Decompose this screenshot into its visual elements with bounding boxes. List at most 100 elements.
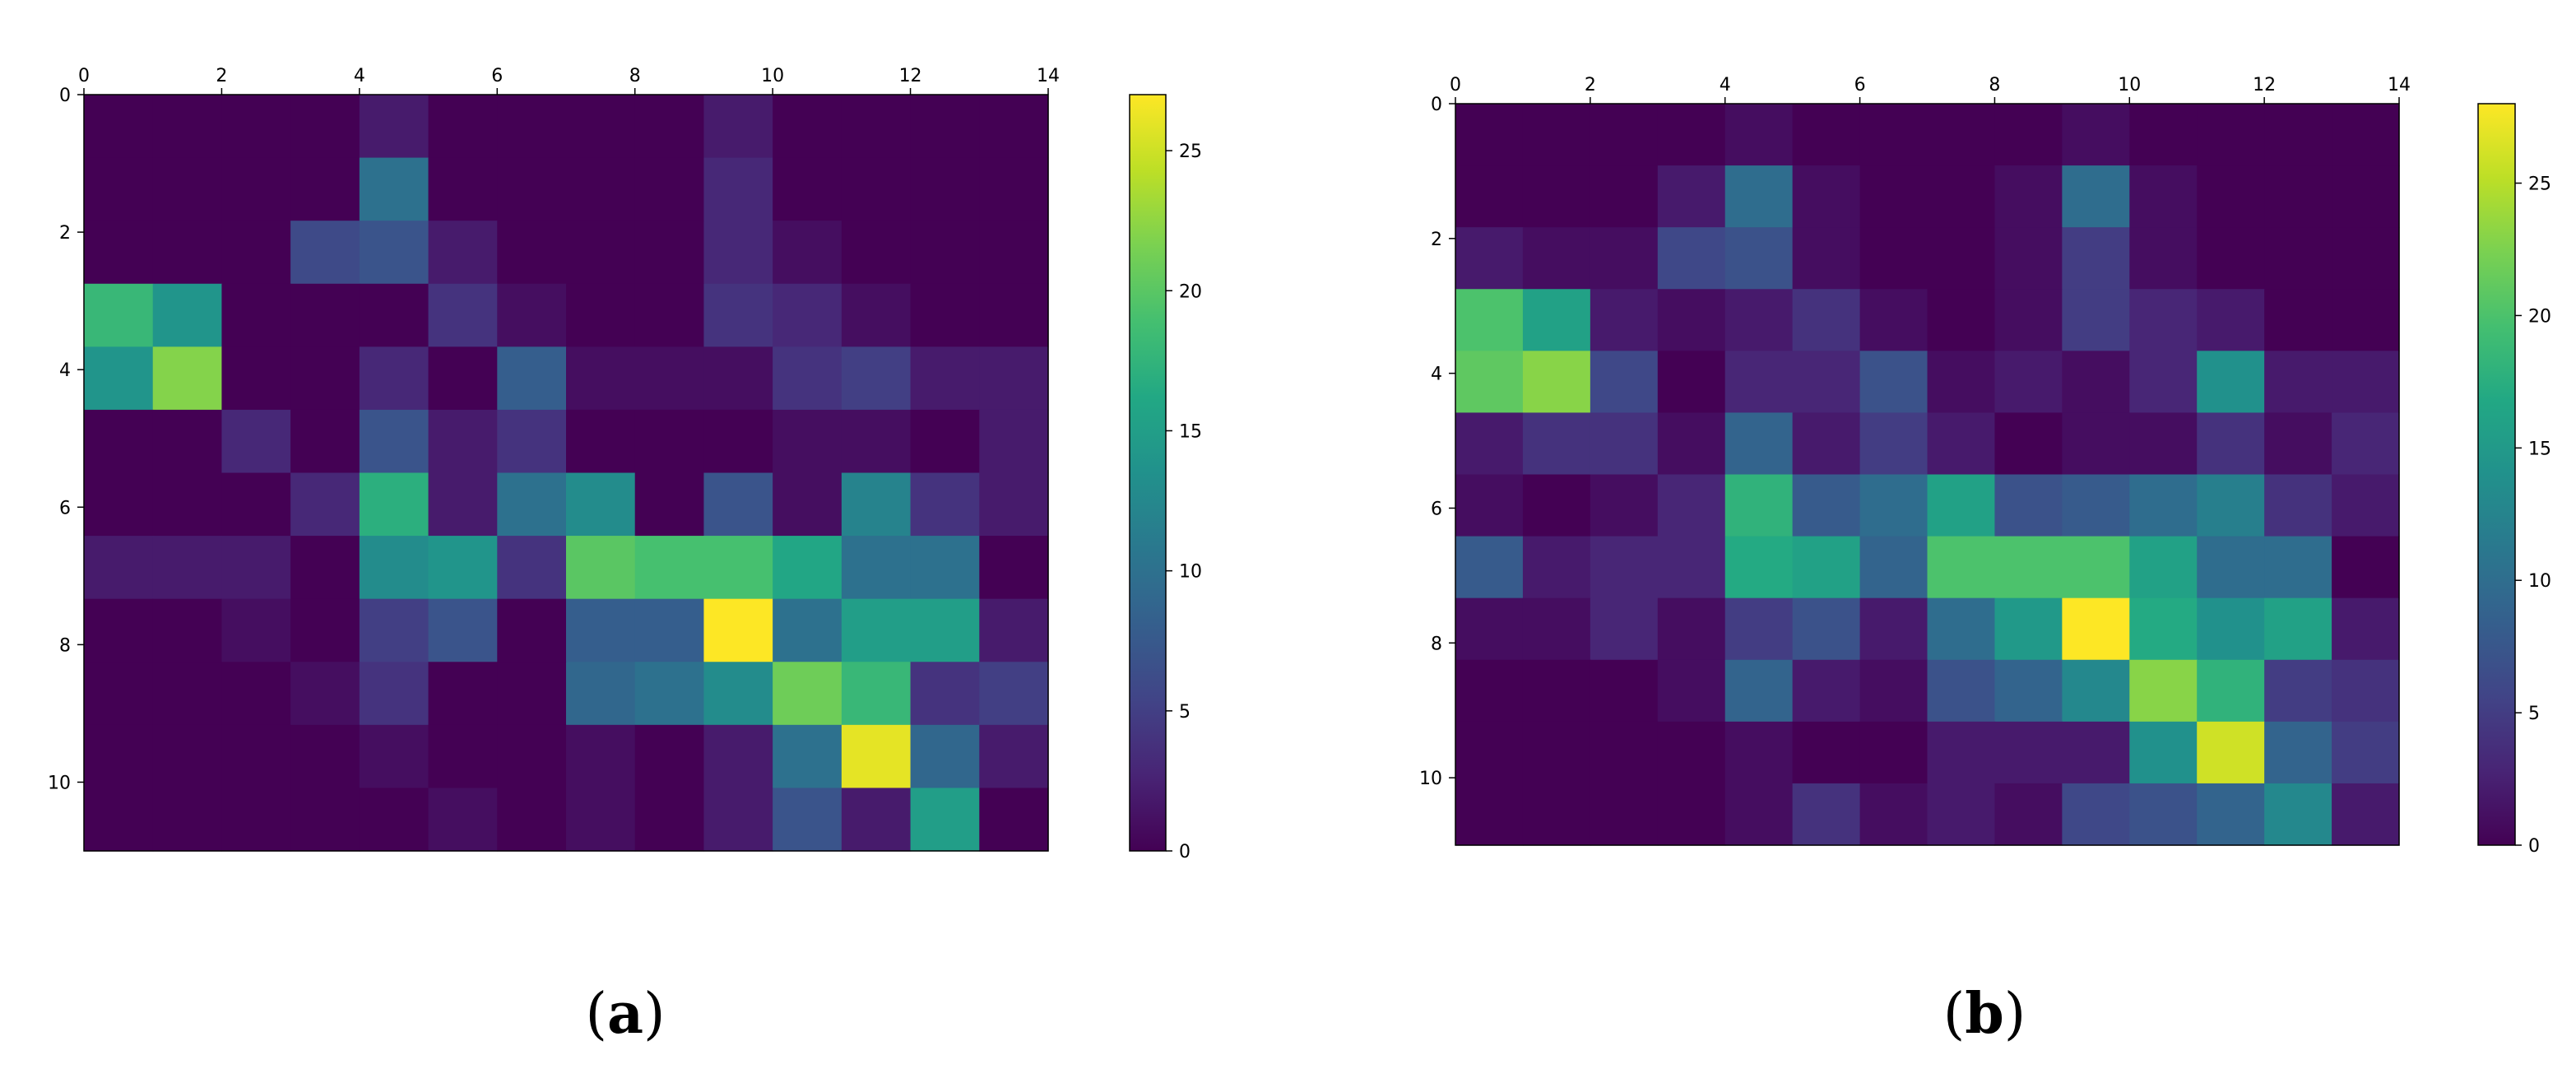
heatmap-panel-a: 0 2 4 6 8 10 12 14 0 2 4 6 8 10 0 5 10 15 20 25: [48, 66, 1202, 862]
x-tick-label: 6: [491, 66, 503, 86]
heatmap-cell: [2264, 659, 2332, 723]
heatmap-cell: [979, 409, 1049, 474]
heatmap-cell: [152, 157, 223, 221]
heatmap-cell: [566, 409, 636, 474]
heatmap-cell: [359, 157, 429, 221]
x-tick-label: 12: [899, 66, 922, 86]
heatmap-cell: [497, 662, 567, 726]
y-tick-label: 0: [59, 86, 71, 106]
heatmap-cell: [1792, 783, 1861, 846]
heatmap-cell: [979, 788, 1049, 852]
x-tick-label: 4: [1720, 75, 1731, 95]
heatmap-cell: [566, 662, 636, 726]
heatmap-cell: [1792, 721, 1861, 784]
heatmap-cell: [152, 283, 223, 347]
heatmap-cell: [634, 598, 705, 662]
heatmap-cell: [497, 157, 567, 221]
heatmap-cell: [2062, 721, 2130, 784]
heatmap-cell: [1455, 659, 1524, 723]
heatmap-cell: [703, 598, 773, 662]
colorbar-tick-label: 5: [1179, 702, 1191, 723]
heatmap-cell: [634, 95, 705, 159]
heatmap-cell: [910, 409, 980, 474]
heatmap-cell: [566, 724, 636, 789]
heatmap-cell: [634, 346, 705, 411]
heatmap-cell: [2062, 659, 2130, 723]
heatmap-cell: [1927, 721, 1996, 784]
heatmap-cell: [1522, 474, 1591, 537]
heatmap-cell: [1994, 783, 2063, 846]
heatmap-cell: [2062, 536, 2130, 599]
heatmap-cell: [1522, 783, 1591, 846]
heatmap-cell: [2129, 227, 2198, 290]
heatmap-cell: [1927, 597, 1996, 661]
colorbar-tick-label: 0: [1179, 842, 1191, 862]
heatmap-cell: [1859, 165, 1929, 228]
heatmap-cell: [290, 409, 360, 474]
heatmap-cell: [221, 662, 291, 726]
heatmap-cell: [1455, 351, 1524, 414]
heatmap-cell: [1724, 474, 1794, 537]
heatmap-cell: [979, 346, 1049, 411]
heatmap-cell: [152, 662, 223, 726]
heatmap-cell: [359, 472, 429, 537]
x-tick-label: 4: [354, 66, 365, 86]
heatmap-cell: [1522, 597, 1591, 661]
heatmap-cell: [1792, 351, 1861, 414]
heatmap-cell: [1724, 536, 1794, 599]
heatmap-cell: [1455, 104, 1524, 166]
heatmap-cell: [1724, 659, 1794, 723]
heatmap-cell: [841, 598, 912, 662]
heatmap-cell: [2264, 536, 2332, 599]
heatmap-cell: [497, 95, 567, 159]
heatmap-cell: [1994, 104, 2063, 166]
heatmap-cell: [152, 472, 223, 537]
heatmap-cell: [2264, 721, 2332, 784]
heatmap-cell: [703, 95, 773, 159]
heatmap-cell: [84, 157, 154, 221]
heatmap-cell: [1657, 104, 1726, 166]
heatmap-cell: [1522, 227, 1591, 290]
heatmap-cell: [290, 346, 360, 411]
heatmap-cell: [2129, 351, 2198, 414]
heatmap-cell: [2129, 412, 2198, 476]
heatmap-cell: [1859, 536, 1929, 599]
heatmap-cell: [428, 536, 498, 600]
y-tick-label: 2: [1431, 230, 1442, 250]
heatmap-cell: [152, 409, 223, 474]
heatmap-cell: [2332, 104, 2400, 166]
heatmap-cell: [359, 598, 429, 662]
heatmap-cell: [428, 95, 498, 159]
heatmap-cell: [221, 788, 291, 852]
heatmap-cell: [1657, 412, 1726, 476]
colorbar-tick-label: 5: [2528, 704, 2540, 724]
heatmap-cell: [221, 724, 291, 789]
heatmap-cell: [1590, 536, 1659, 599]
heatmap-cell: [703, 157, 773, 221]
heatmap-cell: [1927, 659, 1996, 723]
heatmap-cell: [290, 283, 360, 347]
heatmap-cell: [497, 724, 567, 789]
heatmap-cell: [841, 662, 912, 726]
heatmap-cell: [1590, 351, 1659, 414]
heatmap-cell: [2197, 474, 2265, 537]
heatmap-cell: [2062, 474, 2130, 537]
heatmap-cell: [1657, 721, 1726, 784]
heatmap-cell: [2129, 289, 2198, 351]
heatmap-cell: [1657, 783, 1726, 846]
colorbar-tick-label: 10: [1179, 562, 1202, 583]
heatmap-cell: [497, 221, 567, 285]
heatmap-cell: [979, 598, 1049, 662]
heatmap-cell: [773, 536, 842, 600]
heatmap-cell: [910, 724, 980, 789]
heatmap-cell: [152, 788, 223, 852]
plot-frame: [83, 94, 1049, 852]
heatmap-cell: [84, 472, 154, 537]
heatmap-cell: [1590, 104, 1659, 166]
heatmap-cell: [290, 157, 360, 221]
heatmap-cell: [359, 409, 429, 474]
heatmap-cell: [910, 536, 980, 600]
heatmap-cell: [2197, 412, 2265, 476]
heatmap-cell: [1792, 597, 1861, 661]
heatmap-cell: [359, 536, 429, 600]
